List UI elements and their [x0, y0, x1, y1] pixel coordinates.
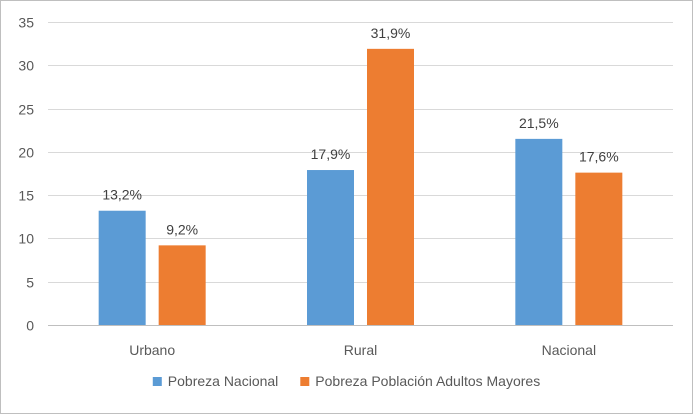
y-tick-label: 0: [26, 318, 34, 334]
category-label: Urbano: [129, 342, 175, 358]
x-axis-categories: Urbano Rural Nacional: [129, 342, 596, 358]
data-label: 21,5%: [519, 115, 559, 131]
legend-swatch: [300, 377, 310, 386]
category-label: Nacional: [542, 342, 596, 358]
y-tick-label: 30: [18, 58, 34, 74]
bar-urbano-series-2: [158, 245, 206, 325]
category-label: Rural: [344, 342, 377, 358]
gridlines: [48, 22, 673, 326]
y-axis-ticks: 0 5 10 15 20 25 30 35: [18, 15, 34, 334]
y-tick-label: 25: [18, 102, 34, 118]
legend-label: Pobreza Población Adultos Mayores: [315, 373, 540, 389]
data-label: 9,2%: [166, 221, 198, 237]
data-label: 17,6%: [579, 149, 619, 165]
data-label: 17,9%: [311, 146, 351, 162]
data-label: 31,9%: [371, 25, 411, 41]
bar-nacional-series-1: [515, 138, 563, 325]
bar-nacional-series-2: [575, 172, 623, 325]
y-tick-label: 35: [18, 15, 34, 31]
bars: [98, 48, 623, 325]
bar-rural-series-2: [367, 48, 414, 325]
legend-label: Pobreza Nacional: [168, 373, 279, 389]
y-tick-label: 5: [26, 275, 34, 291]
bar-urbano-series-1: [98, 210, 146, 325]
data-label: 13,2%: [102, 187, 142, 203]
bar-rural-series-1: [307, 170, 354, 325]
y-tick-label: 20: [18, 145, 34, 161]
legend-item: Pobreza Población Adultos Mayores: [300, 373, 540, 389]
legend-swatch: [152, 377, 162, 386]
data-labels: 13,2% 9,2% 17,9% 31,9% 21,5% 17,6%: [102, 25, 618, 238]
legend: Pobreza Nacional Pobreza Población Adulto…: [152, 373, 540, 389]
legend-item: Pobreza Nacional: [152, 373, 279, 389]
y-tick-label: 10: [18, 231, 34, 247]
y-tick-label: 15: [18, 188, 34, 204]
